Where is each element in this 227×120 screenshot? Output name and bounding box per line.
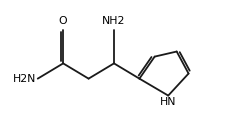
Text: H2N: H2N [13,74,36,84]
Text: HN: HN [159,97,176,107]
Text: NH2: NH2 [102,16,125,26]
Text: O: O [59,16,67,26]
